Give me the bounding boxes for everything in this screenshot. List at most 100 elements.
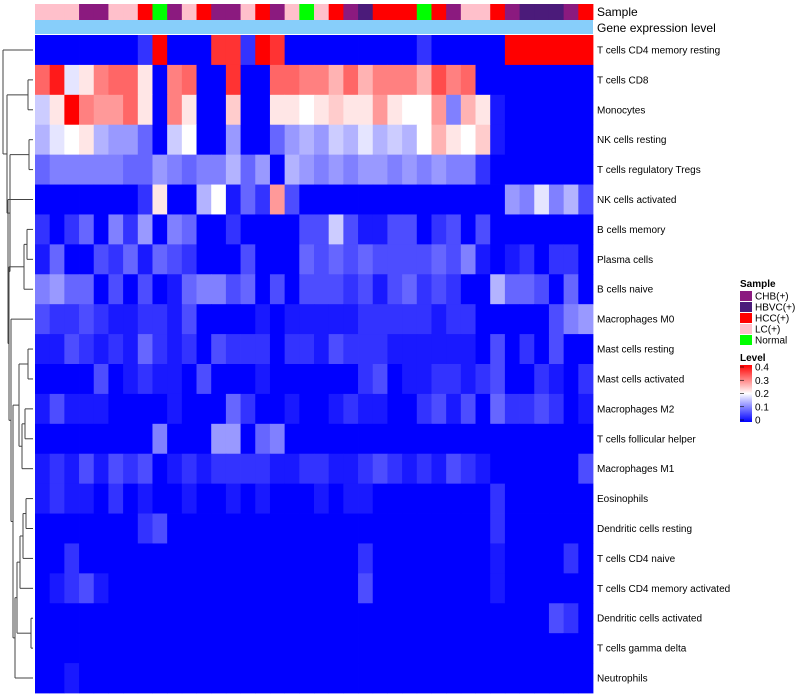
heatmap-cell [328,483,344,514]
heatmap-cell [475,663,491,694]
heatmap-cell [269,513,286,544]
heatmap-cell [504,633,520,664]
heatmap-cell [578,453,594,485]
heatmap-cell [255,393,271,425]
heatmap-cell [269,483,286,514]
heatmap-cell [402,154,418,185]
heatmap-cell [387,184,403,215]
heatmap-cell [358,663,374,694]
heatmap-cell [137,483,153,514]
heatmap-cell [64,274,80,305]
sample-annotation-cell [137,4,153,20]
heatmap-cell [519,543,535,574]
heatmap-cell [137,35,153,66]
heatmap-cell [49,393,65,425]
row-label: NK cells activated [597,195,676,206]
heatmap-cell [108,154,124,185]
heatmap-cell [431,35,447,66]
sample-annotation-cell [328,4,344,20]
sample-annotation-cell [211,4,227,20]
heatmap-cell [460,64,476,96]
sample-annotation-cell [152,4,168,20]
heatmap-cell [460,663,476,694]
heatmap-cell [255,513,271,544]
sample-annotation-cell [255,4,271,20]
heatmap-cell [284,35,300,66]
heatmap-cell [225,124,241,156]
heatmap-cell [431,64,447,96]
heatmap-cell [387,393,403,425]
heatmap-cell [460,35,476,66]
heatmap-cell [255,334,271,365]
heatmap-cell [387,304,403,335]
row-label: T cells CD4 memory activated [597,584,730,595]
heatmap-cell [563,393,579,425]
heatmap-cell [328,393,344,425]
heatmap-cell [123,214,139,245]
heatmap-cell [446,64,462,96]
heatmap-cell [563,154,579,185]
heatmap-cell [225,633,241,664]
heatmap-cell [534,35,550,66]
heatmap-cell [137,543,153,574]
heatmap-cell [446,423,462,455]
heatmap-cell [64,184,80,215]
heatmap-cell [152,334,168,365]
heatmap-cell [460,483,476,514]
heatmap-cell [269,603,286,634]
heatmap-cell [79,663,95,694]
heatmap-cell [152,35,168,66]
heatmap-cell [563,513,579,544]
heatmap-cell [35,244,51,275]
heatmap-cell [79,453,95,485]
heatmap-cell [416,214,432,245]
heatmap-cell [225,64,241,96]
heatmap-cell [181,513,197,544]
heatmap-cell [255,35,271,66]
heatmap-cell [475,124,491,156]
sample-annotation-cell [64,4,80,20]
sample-annotation-cell [123,4,139,20]
heatmap-cell [64,573,80,604]
heatmap-cell [578,214,594,245]
heatmap-cell [328,154,344,185]
heatmap-cell [446,663,462,694]
heatmap-cell [181,304,197,335]
heatmap-cell [548,513,565,544]
heatmap-cell [416,483,432,514]
heatmap-cell [402,64,418,96]
heatmap-cell [314,513,330,544]
heatmap-cell [35,633,51,664]
heatmap-cell [49,244,65,275]
heatmap-cell [123,423,139,455]
heatmap-cell [211,124,227,156]
heatmap-cell [328,513,344,544]
heatmap-cell [460,154,476,185]
heatmap-cell [35,423,51,455]
heatmap-cell [446,214,462,245]
heatmap-cell [64,393,80,425]
heatmap-cell [255,154,271,185]
heatmap-cell [299,423,315,455]
heatmap-cell [402,124,418,156]
heatmap-cell [284,94,300,126]
heatmap-cell [269,453,286,485]
heatmap-cell [416,663,432,694]
heatmap-cell [79,543,95,574]
heatmap-cell [534,154,550,185]
heatmap-cell [211,364,227,395]
heatmap-cell [299,154,315,185]
heatmap-cell [548,603,565,634]
heatmap-cell [519,364,535,395]
sample-annotation-cell [108,4,124,20]
heatmap-cell [578,244,594,275]
heatmap-cell [372,154,388,185]
sample-annotation-cell [299,4,315,20]
heatmap-cell [211,423,227,455]
heatmap-cell [431,543,447,574]
heatmap-cell [137,154,153,185]
heatmap-cell [548,334,565,365]
heatmap-cell [431,603,447,634]
heatmap-cell [372,184,388,215]
heatmap-cell [123,124,139,156]
